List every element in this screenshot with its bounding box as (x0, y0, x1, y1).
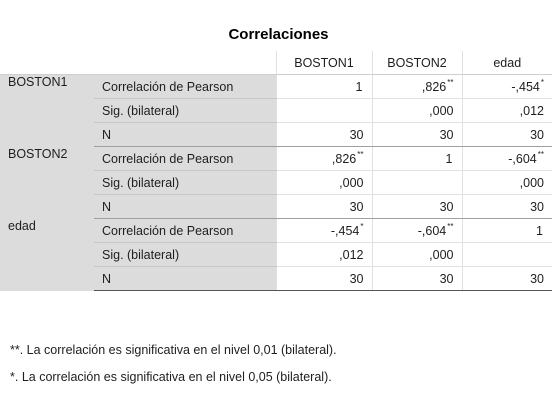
table-row: BOSTON2 Correlación de Pearson ,826** 1 … (0, 146, 552, 219)
significance-marker: ** (447, 77, 454, 87)
correlation-table: BOSTON1 BOSTON2 edad BOSTON1 Correlación… (0, 51, 552, 291)
table-row: Sig. (bilateral) ,012 ,000 (0, 242, 552, 267)
table-row: N 30 30 30 (0, 122, 552, 147)
header-row: BOSTON1 BOSTON2 edad (0, 51, 552, 75)
footnote-text: . La correlación es significativa en el … (19, 343, 337, 357)
cell-value: ,000 (275, 170, 372, 195)
table-row: BOSTON1 Correlación de Pearson 1 ,826** … (0, 74, 552, 147)
cell-value: 30 (275, 122, 372, 147)
cell-value: ,012 (461, 98, 552, 123)
stat-label-pearson: Correlación de Pearson (94, 74, 276, 99)
footnote-005: *. La correlación es significativa en el… (10, 370, 332, 384)
cell-value: ,000 (371, 98, 462, 123)
cell-value: -,604** (461, 146, 552, 171)
significance-marker: ** (447, 221, 454, 231)
table-row: edad Correlación de Pearson -,454* -,604… (0, 218, 552, 291)
cell-value: 30 (371, 122, 462, 147)
cell-value: ,000 (461, 170, 552, 195)
cell-value: 30 (275, 266, 372, 291)
cell-value: ,826** (275, 146, 372, 171)
significance-marker: * (360, 221, 364, 231)
footnote-001: **. La correlación es significativa en e… (10, 343, 337, 357)
stat-label-n: N (94, 122, 276, 147)
cell-value (275, 98, 372, 123)
stat-label-n: N (94, 266, 276, 291)
cell-value: 30 (461, 194, 552, 219)
column-header-boston1: BOSTON1 (275, 51, 372, 75)
cell-value: ,000 (371, 242, 462, 267)
cell-value: ,012 (275, 242, 372, 267)
header-corner (0, 51, 276, 75)
cell-value: 30 (371, 266, 462, 291)
table-row: Sig. (bilateral) ,000 ,012 (0, 98, 552, 123)
table-row: N 30 30 30 (0, 266, 552, 291)
cell-value: -,604** (371, 218, 462, 243)
column-header-edad: edad (461, 51, 552, 75)
cell-value: 30 (461, 122, 552, 147)
stat-label-sig: Sig. (bilateral) (94, 242, 276, 267)
cell-value: -,454* (461, 74, 552, 99)
footnote-text: . La correlación es significativa en el … (14, 370, 332, 384)
row-group-label: BOSTON1 (0, 74, 94, 147)
cell-value: 30 (371, 194, 462, 219)
table-title: Correlaciones (228, 26, 329, 43)
footnote-marker: * (10, 370, 15, 384)
stat-label-sig: Sig. (bilateral) (94, 170, 276, 195)
cell-value: 1 (461, 218, 552, 243)
significance-marker: * (540, 77, 544, 87)
cell-value: 30 (461, 266, 552, 291)
stat-label-sig: Sig. (bilateral) (94, 98, 276, 123)
stat-label-pearson: Correlación de Pearson (94, 218, 276, 243)
significance-marker: ** (357, 149, 364, 159)
row-group-label: BOSTON2 (0, 146, 94, 219)
cell-value: 1 (371, 146, 462, 171)
stat-label-pearson: Correlación de Pearson (94, 146, 276, 171)
significance-marker: ** (537, 149, 544, 159)
cell-value: 30 (275, 194, 372, 219)
cell-value: 1 (275, 74, 372, 99)
table-row: N 30 30 30 (0, 194, 552, 219)
cell-value: -,454* (275, 218, 372, 243)
row-group-label: edad (0, 218, 94, 291)
table-row: Sig. (bilateral) ,000 ,000 (0, 170, 552, 195)
cell-value: ,826** (371, 74, 462, 99)
footnote-marker: ** (10, 343, 20, 357)
cell-value (461, 242, 552, 267)
column-header-boston2: BOSTON2 (371, 51, 462, 75)
cell-value (371, 170, 462, 195)
stat-label-n: N (94, 194, 276, 219)
